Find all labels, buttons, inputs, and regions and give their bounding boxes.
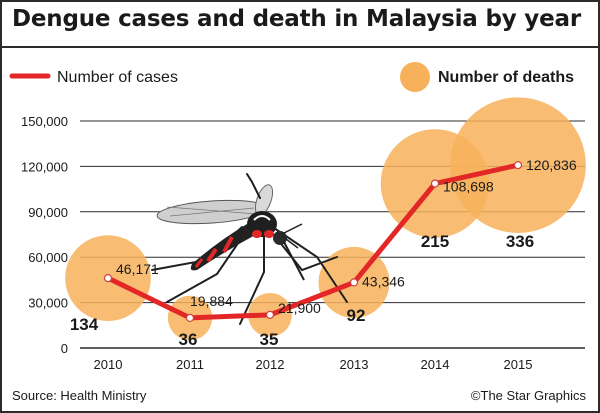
y-tick-label: 0: [61, 341, 68, 356]
death-value-label: 92: [347, 306, 366, 325]
y-tick-label: 60,000: [28, 250, 68, 265]
cases-point: [430, 179, 440, 188]
case-value-label: 19,884: [190, 293, 233, 309]
cases-point: [513, 161, 523, 170]
title-divider: [2, 46, 598, 48]
y-tick-label: 30,000: [28, 296, 68, 311]
case-value-label: 21,900: [278, 300, 321, 316]
legend-bubble-swatch: [400, 62, 430, 92]
x-tick-label: 2013: [340, 357, 369, 372]
mosquito-illustration: [151, 173, 348, 325]
case-value-label: 43,346: [362, 273, 405, 289]
chart-title: Dengue cases and death in Malaysia by ye…: [12, 6, 581, 32]
y-tick-label: 90,000: [28, 205, 68, 220]
cases-point: [103, 274, 113, 283]
cases-line: [105, 162, 521, 321]
x-tick-label: 2014: [421, 357, 450, 372]
death-value-label: 215: [421, 232, 449, 251]
y-tick-label: 120,000: [21, 159, 68, 174]
source-note: Source: Health Ministry: [12, 388, 147, 403]
chart-canvas: 0 30,000 60,000 90,000 120,000 150,000 2010 201…: [9, 62, 586, 372]
cases-point: [349, 278, 359, 287]
cases-point: [265, 310, 275, 319]
death-value-label: 336: [506, 232, 534, 251]
x-tick-label: 2010: [94, 357, 123, 372]
x-tick-label: 2015: [504, 357, 533, 372]
case-value-label: 120,836: [526, 157, 577, 173]
credit-note: ©The Star Graphics: [470, 388, 586, 403]
legend-cases-label: Number of cases: [57, 69, 178, 86]
x-tick-label: 2012: [256, 357, 285, 372]
legend-deaths-label: Number of deaths: [438, 69, 574, 86]
death-value-label: 134: [70, 315, 99, 334]
death-value-label: 36: [179, 330, 198, 349]
y-tick-label: 150,000: [21, 114, 68, 129]
death-value-label: 35: [260, 330, 279, 349]
case-value-label: 46,171: [116, 261, 159, 277]
x-tick-label: 2011: [176, 357, 204, 372]
cases-point: [185, 313, 195, 323]
case-value-label: 108,698: [443, 179, 494, 195]
